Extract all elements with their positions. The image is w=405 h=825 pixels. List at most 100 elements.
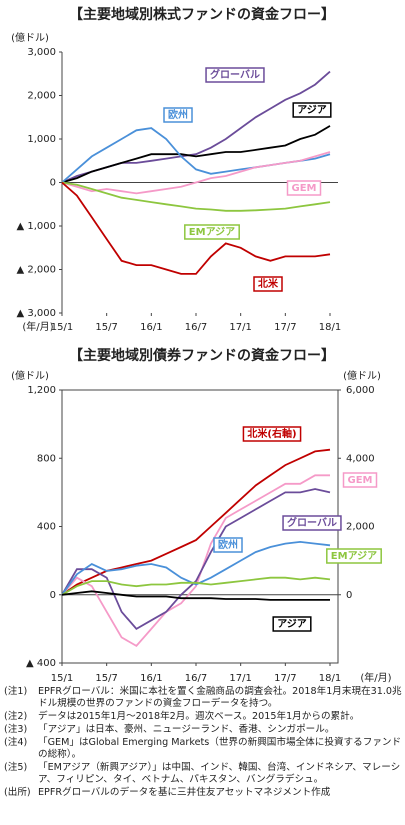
label-box [286,180,322,196]
note-label: (出所) [4,787,31,798]
legend-label: GEM [292,183,317,194]
y-tick-label: ▲ 2,000 [17,265,57,276]
x-tick-label: 16/7 [185,673,207,684]
x-tick-label: 15/1 [51,322,73,333]
y-tick-label: ▲ 400 [26,658,56,669]
y-tick-label: 400 [37,522,56,533]
note-label: (注5) [4,762,28,773]
y-tick-label: 0 [50,590,56,601]
label-box [342,472,378,488]
x-tick-label: 17/7 [274,322,296,333]
label-box [163,107,193,123]
x-tick-label: 16/7 [185,322,207,333]
note: (注4) 「GEM」はGlobal Emerging Markets（世界の新興国… [4,737,402,761]
series-line [61,474,330,648]
legend-label: アジア [297,104,327,116]
series-label: アジア [272,616,312,632]
series-line [61,488,331,631]
note-label: (注2) [4,711,28,722]
y-axis-label: (億ドル) [11,369,49,382]
series-label: 北米(右軸) [242,426,302,442]
series-line [61,125,331,184]
series-label: 欧州 [213,537,243,553]
y2-axis-label: (億ドル) [343,369,381,382]
y-tick-label: 800 [37,453,56,464]
series-label: EMアジア [184,224,240,240]
note: (注1) EPFRグローバル：米国に本社を置く金融商品の調査会社。2018年1月末… [4,686,402,710]
legend-label: 北米 [258,277,279,290]
x-tick-label: 18/1 [319,673,341,684]
label-box [326,548,382,564]
legend-label: EMアジア [189,226,235,238]
y-tick-label: 1,200 [27,385,56,396]
series-line [61,151,331,195]
x-tick-label: 15/1 [51,673,73,684]
note-text: 「EMアジア（新興アジア）」は中国、インド、韓国、台湾、インドネシア、マレーシア… [38,762,401,785]
chart-title: 【主要地域別債券ファンドの資金フロー】 [69,347,335,364]
y2-tick-label: 6,000 [346,385,375,396]
note-text: EPFRグローバル：米国に本社を置く金融商品の調査会社。2018年1月末現在31… [38,686,402,709]
series-label: グローバル [205,67,265,83]
series-line [61,70,331,184]
label-box [282,515,342,531]
series-label: EMアジア [326,548,382,564]
x-tick-label: 17/1 [229,322,251,333]
notes: (注1) EPFRグローバル：米国に本社を置く金融商品の調査会社。2018年1月末… [4,686,402,800]
note-text: 「アジア」は日本、豪州、ニュージーランド、香港、シンガポール。 [38,724,335,735]
y-tick-label: ▲ 3,000 [17,308,57,319]
label-box [213,537,243,553]
chart-title: 【主要地域別株式ファンドの資金フロー】 [69,6,335,23]
y2-tick-label: 0 [346,590,352,601]
legend-label: 欧州 [218,538,238,551]
label-box [272,616,312,632]
label-box [292,102,332,118]
note-text: データは2015年1月～2018年2月。週次ベース。2015年1月からの累計。 [38,711,360,722]
series-line [61,590,330,601]
x-axis-label: (年/月) [22,320,53,333]
legend-label: アジア [277,618,307,630]
note: (注3) 「アジア」は日本、豪州、ニュージーランド、香港、シンガポール。 [4,724,402,736]
label-box [242,426,302,442]
y-axis-label: (億ドル) [11,31,49,44]
series-line [61,540,331,596]
series-label: GEM [286,180,322,196]
note: (注2) データは2015年1月～2018年2月。週次ベース。2015年1月からの… [4,711,402,723]
legend-label: 北米(右軸) [247,427,296,440]
legend-label: GEM [348,475,373,486]
x-tick-label: 16/1 [140,673,162,684]
x-tick-label: 18/1 [319,322,341,333]
x-axis-label: (年/月) [360,671,391,684]
series-line [61,576,331,596]
y2-tick-label: 2,000 [346,522,375,533]
note-label: (注3) [4,724,28,735]
label-box [205,67,265,83]
series-line [61,181,331,212]
y-tick-label: 2,000 [27,91,56,102]
series-label: GEM [342,472,378,488]
legend-label: グローバル [210,68,260,81]
charts: 【主要地域別株式ファンドの資金フロー】 【主要地域別債券ファンドの資金フロー】 … [11,6,392,684]
x-tick-label: 15/7 [95,673,117,684]
series-label: グローバル [282,515,342,531]
legend-label: 欧州 [168,108,188,121]
note-text: 「GEM」はGlobal Emerging Markets（世界の新興国市場全体… [38,737,402,760]
y-tick-label: 1,000 [27,134,56,145]
y-tick-label: 0 [50,178,56,189]
y-tick-label: 3,000 [27,47,56,58]
y2-tick-label: 4,000 [346,453,375,464]
series-label: 北米 [253,276,283,292]
note: (注5) 「EMアジア（新興アジア）」は中国、インド、韓国、台湾、インドネシア、マ… [4,762,402,786]
series-line [61,127,331,184]
note: (出所) EPFRグローバルのデータを基に三井住友アセットマネジメント作成 [4,787,402,799]
series-label: アジア [292,102,332,118]
series-line [61,181,331,275]
label-box [253,276,283,292]
legend-label: EMアジア [331,550,377,562]
x-tick-label: 15/7 [95,322,117,333]
note-label: (注1) [4,686,28,697]
x-tick-label: 16/1 [140,322,162,333]
x-tick-label: 17/1 [229,673,251,684]
y-tick-label: ▲ 1,000 [17,221,57,232]
note-text: EPFRグローバルのデータを基に三井住友アセットマネジメント作成 [38,787,331,798]
